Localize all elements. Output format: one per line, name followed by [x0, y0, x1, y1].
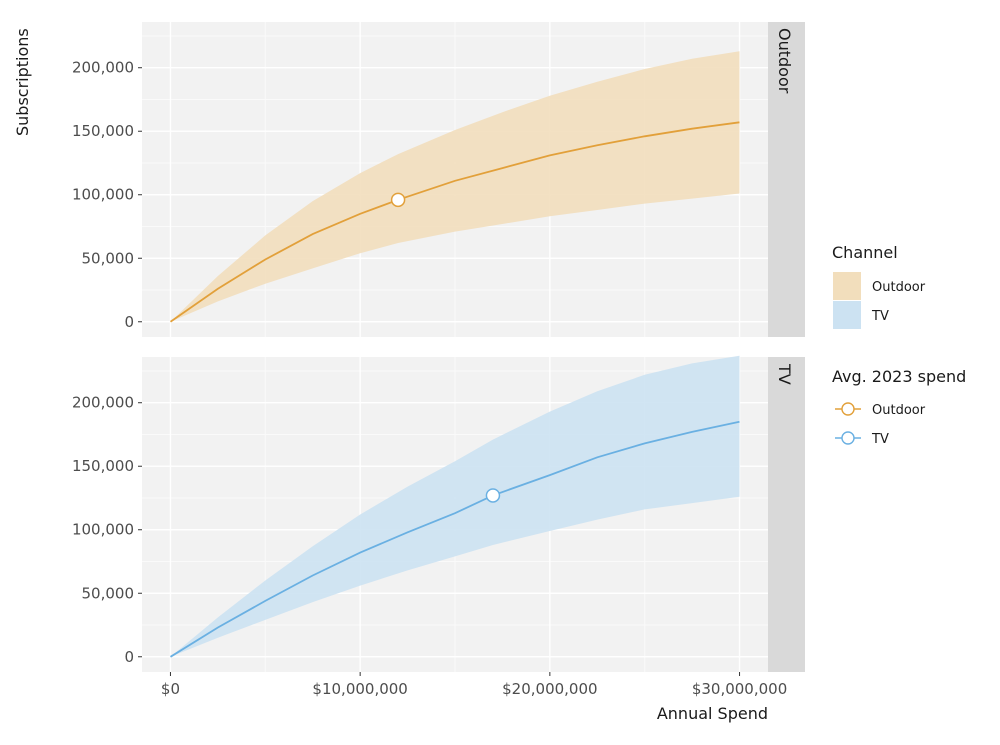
mean-curve-outdoor [169, 121, 740, 323]
y-tick-label: 50,000 [82, 584, 135, 602]
legend-label-tv: TV [871, 309, 889, 324]
avg-2023-spend-point-outdoor[interactable] [390, 192, 406, 208]
x-tick-label: $10,000,000 [312, 680, 407, 698]
panel-outdoor: 0 50,000 100,000 150,000 200,000 Outdoor [72, 22, 805, 337]
legend-label-outdoor: Outdoor [872, 403, 926, 418]
confidence-band-outdoor [170, 51, 740, 322]
x-tick-label: $30,000,000 [692, 680, 787, 698]
y-axis-ticks: 0 50,000 100,000 150,000 200,000 [72, 59, 142, 331]
legend-label-outdoor: Outdoor [872, 280, 926, 295]
x-tick-label: $20,000,000 [502, 680, 597, 698]
legend-title: Avg. 2023 spend [832, 367, 966, 386]
legend-avg-2023-spend: Avg. 2023 spend Outdoor TV [832, 367, 966, 447]
legend-key-tv [833, 301, 861, 329]
mean-curve-tv [170, 420, 740, 658]
y-axis-title: Subscriptions [13, 28, 32, 136]
y-tick-label: 200,000 [72, 59, 134, 77]
legend-title: Channel [832, 243, 898, 262]
y-tick-label: 0 [124, 648, 134, 666]
y-tick-label: 50,000 [82, 249, 135, 267]
facet-strip [768, 357, 805, 672]
facet-strip-label: TV [775, 363, 794, 385]
legend-point-outdoor [841, 402, 855, 416]
legend-label-tv: TV [871, 432, 889, 447]
y-tick-label: 0 [124, 313, 134, 331]
y-axis-ticks: 0 50,000 100,000 150,000 200,000 [72, 394, 142, 666]
facet-strip [768, 22, 805, 337]
legend-channel: Channel Outdoor TV [832, 243, 926, 329]
y-tick-label: 200,000 [72, 394, 134, 412]
y-tick-label: 150,000 [72, 122, 134, 140]
legend-point-tv [841, 431, 855, 445]
x-axis-ticks: $0 $10,000,000 $20,000,000 $30,000,000 [161, 672, 787, 698]
y-tick-label: 150,000 [72, 457, 134, 475]
y-tick-label: 100,000 [72, 186, 134, 204]
legend-key-outdoor [833, 272, 861, 300]
avg-2023-spend-point-tv[interactable] [485, 488, 501, 503]
facet-strip-label: Outdoor [775, 28, 794, 94]
confidence-band-tv [170, 355, 740, 657]
x-axis-title: Annual Spend [657, 704, 768, 723]
panel-tv: 0 50,000 100,000 150,000 200,000 TV [72, 355, 805, 672]
x-tick-label: $0 [161, 680, 180, 698]
y-tick-label: 100,000 [72, 521, 134, 539]
